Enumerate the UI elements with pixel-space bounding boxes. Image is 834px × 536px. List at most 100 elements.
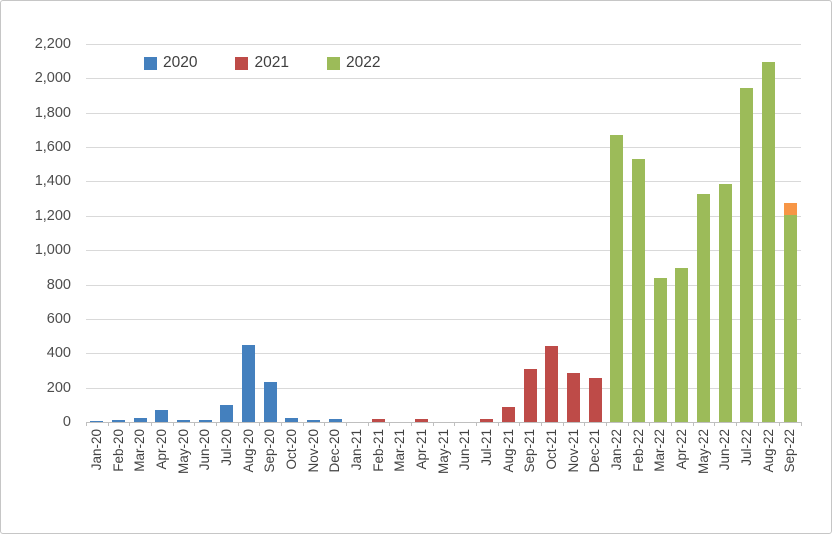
legend-swatch-icon bbox=[235, 56, 249, 70]
x-axis-tick bbox=[606, 422, 607, 426]
x-axis-tick bbox=[584, 422, 586, 426]
x-tick-label: Nov-20 bbox=[305, 429, 321, 473]
legend-item-2021: 2021 bbox=[235, 54, 289, 72]
bar-jul-22 bbox=[740, 87, 754, 422]
x-axis-tick bbox=[454, 422, 456, 426]
bar-sep-20 bbox=[263, 382, 277, 422]
x-tick-label: Nov-21 bbox=[565, 429, 581, 473]
x-tick-label: May-22 bbox=[695, 429, 711, 475]
x-axis-tick bbox=[302, 422, 304, 426]
x-axis-line bbox=[86, 422, 801, 423]
bar-nov-20 bbox=[307, 420, 320, 422]
bar-feb-21 bbox=[372, 419, 385, 422]
x-tick-label: May-21 bbox=[435, 429, 451, 475]
bar-jul-20 bbox=[220, 404, 234, 422]
x-axis-tick bbox=[649, 422, 651, 426]
bar-apr-21 bbox=[415, 419, 429, 422]
x-axis-tick bbox=[779, 422, 781, 426]
gridline bbox=[86, 250, 801, 252]
x-tick-label: May-20 bbox=[175, 429, 191, 475]
x-axis-tick bbox=[541, 422, 542, 426]
x-axis-tick bbox=[129, 422, 131, 426]
legend-label: 2020 bbox=[163, 54, 198, 71]
x-axis-tick bbox=[757, 422, 759, 426]
bar-aug-21 bbox=[502, 406, 515, 422]
x-tick-label: Aug-21 bbox=[500, 429, 516, 473]
x-axis-tick bbox=[736, 422, 737, 426]
x-tick-label: Mar-21 bbox=[392, 429, 408, 472]
x-tick-label: Jan-21 bbox=[348, 429, 364, 471]
bar-jun-20 bbox=[198, 419, 212, 422]
x-axis-tick bbox=[411, 422, 412, 426]
gridline bbox=[86, 215, 801, 217]
y-tick-label: 2,200 bbox=[34, 36, 71, 52]
bar-may-22 bbox=[697, 194, 710, 422]
bar-apr-20 bbox=[155, 409, 169, 422]
legend-item-2020: 2020 bbox=[144, 54, 197, 72]
y-tick-label: 0 bbox=[62, 414, 71, 430]
x-tick-label: Feb-20 bbox=[110, 429, 126, 472]
x-tick-label: Sep-21 bbox=[522, 429, 538, 473]
x-axis-tick bbox=[194, 422, 196, 426]
x-axis-tick bbox=[432, 422, 434, 426]
x-axis-tick bbox=[714, 422, 716, 426]
y-tick-label: 2,000 bbox=[34, 70, 71, 87]
bar-nov-21 bbox=[567, 373, 580, 422]
x-tick-label: Aug-20 bbox=[240, 429, 256, 473]
bar-aug-20 bbox=[242, 344, 255, 422]
x-tick-label: Jun-21 bbox=[457, 429, 473, 471]
x-tick-label: Jun-22 bbox=[717, 429, 733, 471]
bar-dec-20 bbox=[328, 419, 342, 422]
gridline bbox=[86, 318, 801, 320]
bar-jul-21 bbox=[480, 418, 494, 422]
x-tick-label: Dec-20 bbox=[327, 429, 343, 473]
x-axis-tick bbox=[519, 422, 521, 426]
x-tick-label: Oct-20 bbox=[283, 429, 299, 470]
x-axis-tick bbox=[671, 422, 672, 426]
gridline bbox=[86, 44, 801, 45]
plot-area bbox=[86, 44, 801, 423]
legend-swatch-icon bbox=[326, 56, 340, 70]
y-tick-label: 1,200 bbox=[34, 207, 71, 224]
legend: 2020 2021 2022 bbox=[144, 54, 380, 72]
x-tick-label: Oct-21 bbox=[543, 429, 559, 470]
x-tick-label: Jun-20 bbox=[197, 429, 213, 471]
x-axis-tick bbox=[476, 422, 477, 426]
x-axis-tick bbox=[692, 422, 694, 426]
y-tick-label: 800 bbox=[46, 276, 71, 293]
gridline bbox=[86, 147, 801, 149]
x-tick-label: Mar-20 bbox=[132, 429, 148, 472]
x-axis-tick bbox=[562, 422, 564, 426]
x-axis-tick bbox=[86, 422, 87, 426]
gridline bbox=[86, 78, 801, 80]
legend-label: 2021 bbox=[254, 54, 289, 71]
x-axis-tick bbox=[216, 422, 217, 426]
x-axis-tick bbox=[172, 422, 174, 426]
bar-mar-22 bbox=[653, 277, 667, 422]
x-tick-label: Aug-22 bbox=[760, 429, 776, 473]
y-tick-label: 600 bbox=[46, 310, 71, 327]
x-axis-tick bbox=[367, 422, 369, 426]
bar-mar-20 bbox=[133, 417, 147, 422]
x-axis-tick bbox=[107, 422, 109, 426]
gridline bbox=[86, 387, 801, 389]
x-axis-tick bbox=[801, 422, 802, 426]
y-tick-label: 1,800 bbox=[34, 104, 71, 121]
bar-jun-22 bbox=[718, 184, 732, 422]
legend-swatch-icon bbox=[144, 56, 157, 70]
x-axis-tick bbox=[497, 422, 499, 426]
bar-may-20 bbox=[177, 419, 190, 422]
x-tick-label: Sep-22 bbox=[782, 429, 798, 473]
gridline bbox=[86, 284, 801, 286]
x-axis-tick bbox=[324, 422, 326, 426]
legend-item-2022: 2022 bbox=[326, 54, 380, 72]
x-tick-label: Apr-21 bbox=[413, 429, 429, 470]
x-tick-label: Feb-22 bbox=[630, 429, 646, 472]
y-tick-label: 200 bbox=[46, 379, 71, 396]
x-axis-tick bbox=[346, 422, 347, 426]
x-axis-tick bbox=[281, 422, 282, 426]
x-tick-label: Jul-20 bbox=[218, 429, 234, 466]
y-tick-label: 1,000 bbox=[34, 242, 71, 259]
bar-jan-22 bbox=[610, 135, 624, 422]
